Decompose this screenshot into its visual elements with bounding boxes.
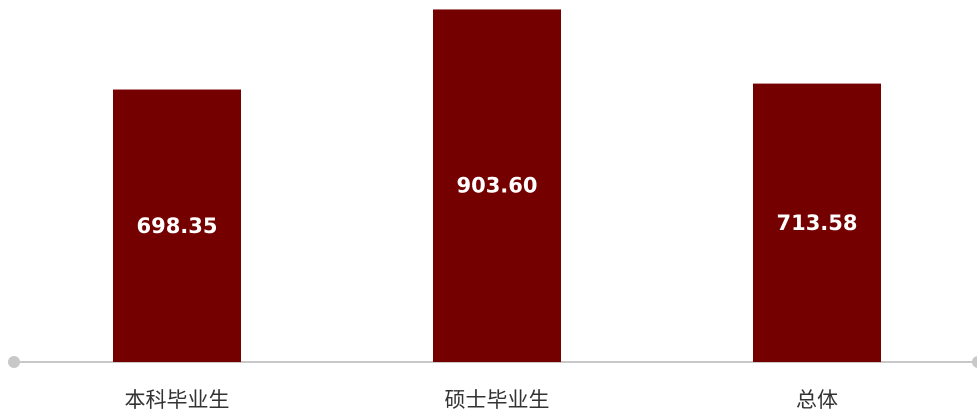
category-label: 硕士毕业生 bbox=[445, 388, 550, 412]
bar-value-label: 698.35 bbox=[136, 214, 217, 238]
bar-2 bbox=[433, 9, 561, 362]
labels: 698.35 本科毕业生 903.60 硕士毕业生 713.58 总体 bbox=[125, 174, 858, 412]
category-label: 本科毕业生 bbox=[125, 388, 230, 412]
bar-value-label: 713.58 bbox=[776, 211, 857, 235]
category-label: 总体 bbox=[796, 388, 838, 412]
axis-right-dot bbox=[972, 356, 977, 368]
bars bbox=[113, 9, 881, 362]
bar-1 bbox=[113, 89, 241, 362]
bar-3 bbox=[753, 83, 881, 362]
axis-left-dot bbox=[8, 356, 20, 368]
bar-value-label: 903.60 bbox=[456, 174, 537, 198]
